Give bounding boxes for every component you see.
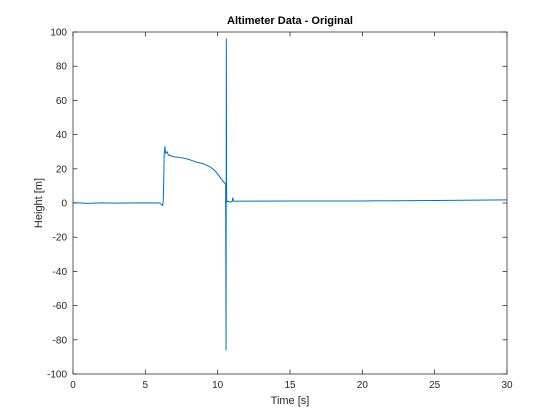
y-tick-label: 60 [56,96,68,107]
x-axis-label: Time [s] [271,395,310,407]
y-tick-label: -20 [53,233,68,244]
chart-title: Altimeter Data - Original [227,15,353,27]
x-tick-label: 10 [212,380,224,391]
x-tick-label: 0 [70,380,76,391]
y-tick-label: -100 [47,370,67,381]
y-tick-label: 100 [50,28,67,39]
series-line-height [72,38,508,351]
tick-marks [72,31,508,375]
axes-box [72,31,508,375]
y-tick-label: -40 [53,267,68,278]
y-axis-label: Height [m] [33,178,45,228]
y-tick-label: -60 [53,301,68,312]
x-tick-label: 25 [429,380,441,391]
y-tick-label: 20 [56,164,68,175]
tick-labels: 0 5 10 15 20 25 30 -100 -80 -60 -40 -20 0 20 40 60 80 100 [47,28,513,392]
y-tick-label: 80 [56,62,68,73]
x-tick-label: 5 [143,380,149,391]
x-tick-label: 15 [284,380,296,391]
y-tick-label: -80 [53,335,68,346]
x-tick-label: 30 [501,380,513,391]
y-tick-label: 0 [61,199,67,210]
y-tick-label: 40 [56,130,68,141]
x-tick-label: 20 [357,380,369,391]
